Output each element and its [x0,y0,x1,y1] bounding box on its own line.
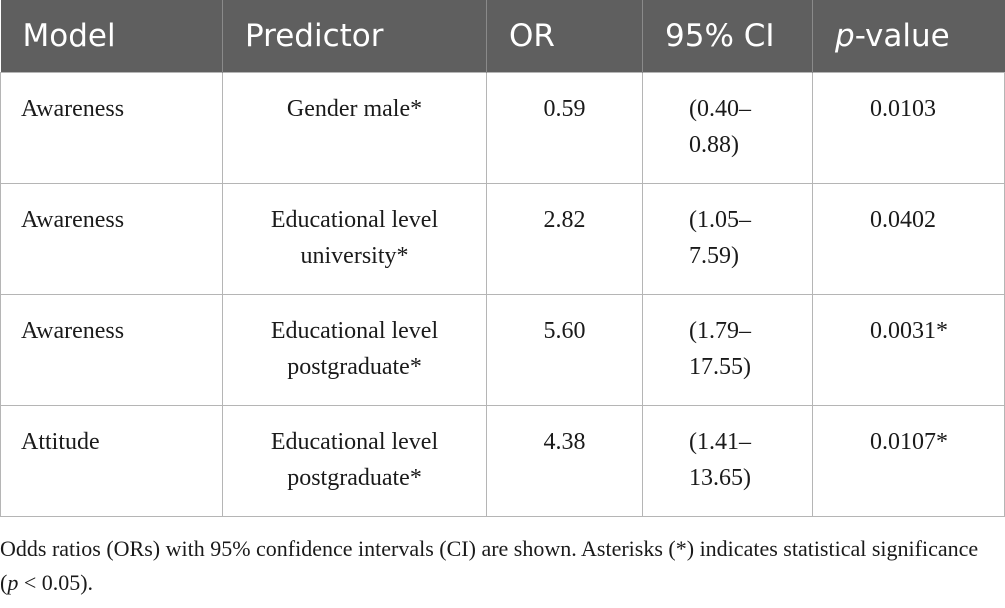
cell-model: Attitude [0,404,223,517]
table-row: Awareness Educational level postgraduate*… [0,293,1005,406]
cell-predictor: Educational level postgraduate* [222,404,487,517]
header-model: Model [0,0,223,72]
header-or: OR [486,0,643,72]
cell-model: Awareness [0,182,223,295]
ci-line1: (1.05– [689,206,751,233]
ci-line2: 17.55) [689,353,751,380]
ci-line2: 0.88) [689,131,739,158]
cell-or: 4.38 [486,404,643,517]
header-p-rest: -value [854,17,950,54]
footnote-part1: Odds ratios (ORs) with 95% confidence in… [0,536,979,595]
predictor-line1: Educational level [270,317,439,344]
header-p-value: p-value [812,0,1005,72]
table-row: Attitude Educational level postgraduate* … [0,404,1005,517]
predictor-line1: Gender male* [286,95,423,122]
predictor-line1: Educational level [270,206,439,233]
header-predictor: Predictor [222,0,487,72]
cell-ci: (1.05– 7.59) [642,182,813,295]
cell-or: 5.60 [486,293,643,406]
table-header: Model Predictor OR 95% CI p-value [0,0,1005,72]
cell-model: Awareness [0,293,223,406]
results-table-container: Model Predictor OR 95% CI p-value Awaren… [0,0,1005,517]
predictor-line1: Educational level [270,428,439,455]
cell-or: 0.59 [486,71,643,184]
cell-predictor: Gender male* [222,71,487,184]
ci-line2: 13.65) [689,464,751,491]
header-row: Model Predictor OR 95% CI p-value [0,0,1005,72]
header-ci: 95% CI [642,0,813,72]
header-p-italic: p [835,17,855,54]
predictor-line2: postgraduate* [287,353,422,380]
odds-ratio-table: Model Predictor OR 95% CI p-value Awaren… [0,0,1005,517]
predictor-line2: postgraduate* [287,464,422,491]
cell-or: 2.82 [486,182,643,295]
table-body: Awareness Gender male* 0.59 (0.40– 0.88) … [0,71,1005,517]
cell-predictor: Educational level postgraduate* [222,293,487,406]
predictor-line2: university* [300,242,409,269]
ci-line1: (0.40– [689,95,751,122]
cell-p-value: 0.0031* [812,293,1005,406]
cell-p-value: 0.0107* [812,404,1005,517]
table-row: Awareness Gender male* 0.59 (0.40– 0.88) … [0,71,1005,184]
table-footnote: Odds ratios (ORs) with 95% confidence in… [0,532,1000,600]
ci-line2: 7.59) [689,242,739,269]
cell-model: Awareness [0,71,223,184]
table-row: Awareness Educational level university* 2… [0,182,1005,295]
cell-ci: (1.41– 13.65) [642,404,813,517]
cell-ci: (0.40– 0.88) [642,71,813,184]
cell-p-value: 0.0103 [812,71,1005,184]
ci-line1: (1.41– [689,428,751,455]
ci-line1: (1.79– [689,317,751,344]
cell-p-value: 0.0402 [812,182,1005,295]
cell-ci: (1.79– 17.55) [642,293,813,406]
footnote-part2: < 0.05). [18,570,94,595]
footnote-p-italic: p [7,570,19,595]
cell-predictor: Educational level university* [222,182,487,295]
